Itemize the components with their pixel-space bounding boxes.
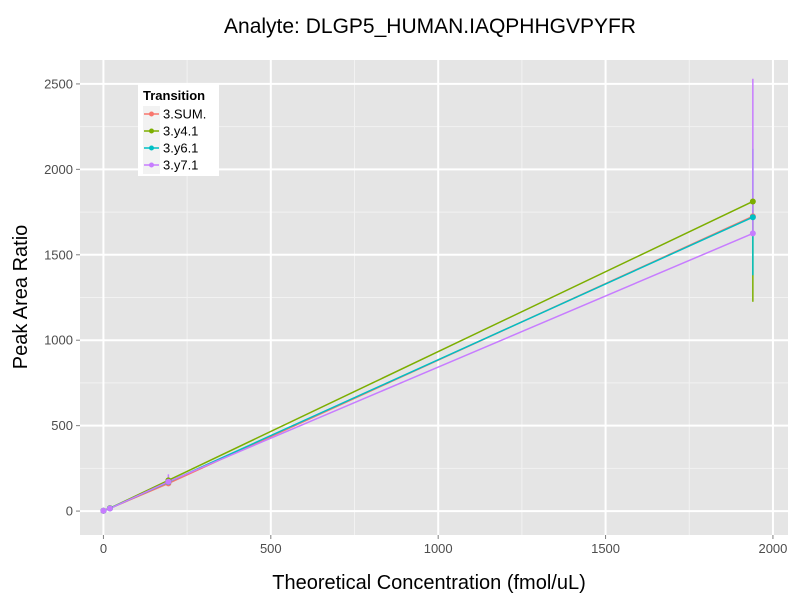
legend-key-point — [149, 145, 154, 151]
data-point — [165, 478, 172, 485]
data-point — [749, 230, 756, 237]
major-gridlines — [80, 60, 788, 535]
legend-key-point — [149, 111, 154, 117]
x-tick-label: 1000 — [424, 541, 453, 556]
legend-key-point — [149, 128, 154, 134]
x-tick-label: 0 — [100, 541, 107, 556]
x-tick-label: 500 — [260, 541, 282, 556]
y-tick-label: 0 — [66, 504, 73, 519]
x-tick-label: 1500 — [591, 541, 620, 556]
chart-title: Analyte: DLGP5_HUMAN.IAQPHHGVPYFR — [224, 15, 636, 38]
legend-title: Transition — [143, 88, 205, 103]
y-tick-label: 2000 — [44, 162, 73, 177]
legend-items: 3.SUM. 3.y4.1 3.y6.1 3.y7.1 — [143, 106, 206, 174]
x-tick-label: 2000 — [758, 541, 787, 556]
legend-entry-label: 3.y6.1 — [163, 141, 198, 156]
series-lines — [103, 200, 754, 512]
series-line — [103, 232, 754, 512]
data-points — [100, 198, 756, 514]
y-tick-label: 2500 — [44, 76, 73, 91]
y-tick-label: 500 — [51, 418, 73, 433]
data-point — [100, 507, 107, 514]
legend: Transition 3.SUM. 3.y4.1 3.y6.1 3.y7.1 — [138, 84, 219, 176]
x-axis-label: Theoretical Concentration (fmol/uL) — [272, 572, 585, 594]
legend-entry-label: 3.y4.1 — [163, 124, 198, 139]
y-axis: 0 500 1000 1500 2000 2500 — [44, 76, 80, 519]
data-point — [749, 214, 756, 221]
y-tick-label: 1500 — [44, 247, 73, 262]
y-tick-label: 1000 — [44, 333, 73, 348]
data-point — [106, 505, 113, 512]
legend-entry-label: 3.y7.1 — [163, 158, 198, 173]
legend-entry-label: 3.SUM. — [163, 107, 206, 122]
y-axis-label: Peak Area Ratio — [10, 225, 32, 370]
data-point — [749, 198, 756, 205]
legend-key-point — [149, 162, 154, 168]
x-axis: 0 500 1000 1500 2000 — [100, 535, 787, 556]
